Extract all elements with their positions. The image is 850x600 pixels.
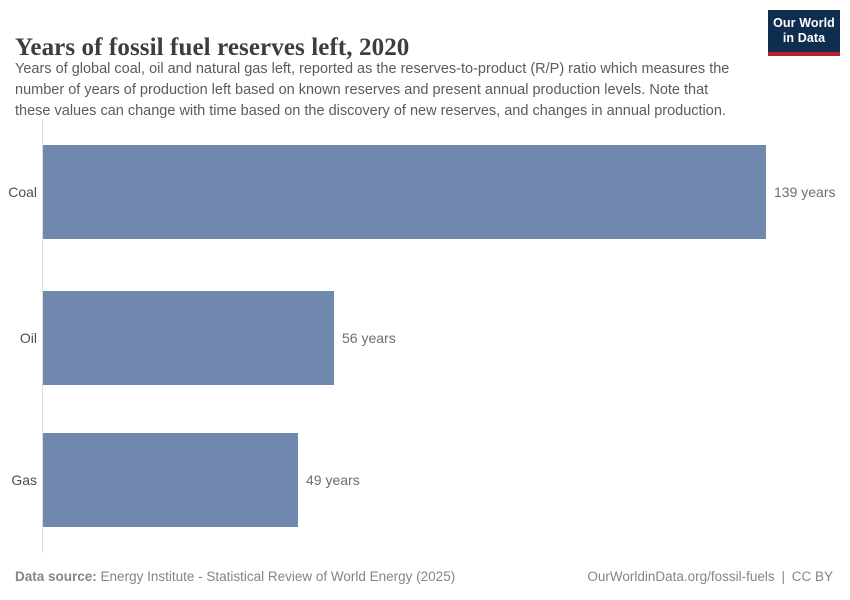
subtitle-line: these values can change with time based … — [15, 103, 726, 119]
owid-logo[interactable]: Our World in Data — [768, 10, 840, 56]
subtitle-line: number of years of production left based… — [15, 82, 709, 98]
data-source-text: Energy Institute - Statistical Review of… — [100, 569, 456, 584]
bar-row-oil: Oil 56 years — [0, 291, 850, 385]
bar-gas[interactable] — [43, 433, 298, 527]
chart-footer: Data source: Energy Institute - Statisti… — [15, 569, 833, 584]
owid-url-link[interactable]: OurWorldinData.org/fossil-fuels — [587, 569, 775, 584]
value-label-oil: 56 years — [342, 330, 396, 346]
y-axis-line — [42, 119, 43, 553]
chart-subtitle: Years of global coal, oil and natural ga… — [15, 59, 729, 122]
category-label-gas: Gas — [11, 472, 37, 488]
category-label-coal: Coal — [8, 184, 37, 200]
footer-divider: | — [781, 569, 785, 584]
value-label-gas: 49 years — [306, 472, 360, 488]
bar-coal[interactable] — [43, 145, 766, 239]
bar-oil[interactable] — [43, 291, 334, 385]
page-title: Years of fossil fuel reserves left, 2020 — [15, 33, 410, 61]
bar-row-coal: Coal 139 years — [0, 145, 850, 239]
value-label-coal: 139 years — [774, 184, 836, 200]
data-source-label: Data source: — [15, 569, 97, 584]
bar-row-gas: Gas 49 years — [0, 433, 850, 527]
data-source: Data source: Energy Institute - Statisti… — [15, 569, 455, 584]
footer-links: OurWorldinData.org/fossil-fuels | CC BY — [587, 569, 833, 584]
category-label-oil: Oil — [19, 330, 37, 346]
license-label: CC BY — [791, 569, 833, 584]
subtitle-line: Years of global coal, oil and natural ga… — [15, 61, 730, 77]
owid-logo-text-line1: Our World — [773, 16, 835, 30]
owid-logo-text-line2: in Data — [782, 31, 826, 45]
